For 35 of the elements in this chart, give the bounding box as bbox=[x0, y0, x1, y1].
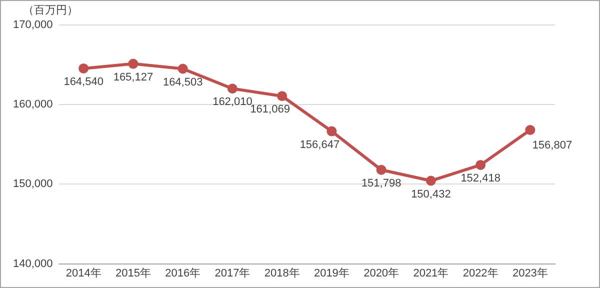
data-label: 165,127 bbox=[113, 71, 154, 84]
data-label: 164,540 bbox=[64, 76, 104, 88]
data-label: 161,069 bbox=[250, 104, 290, 116]
point bbox=[426, 176, 436, 186]
x-tick-label: 2020年 bbox=[364, 267, 400, 280]
x-tick-label: 2015年 bbox=[115, 267, 151, 280]
x-tick-label: 2022年 bbox=[462, 267, 498, 280]
x-tick-label: 2019年 bbox=[314, 267, 350, 280]
data-label: 152,418 bbox=[460, 172, 500, 184]
y-tick-label: 140,000 bbox=[12, 258, 53, 270]
data-label: 151,798 bbox=[361, 177, 402, 190]
x-tick-label: 2018年 bbox=[264, 267, 300, 280]
point bbox=[277, 91, 288, 102]
point bbox=[227, 84, 238, 94]
data-label: 156,647 bbox=[300, 138, 340, 151]
point bbox=[476, 160, 486, 170]
point bbox=[78, 63, 89, 74]
x-tick-label: 2016年 bbox=[165, 267, 201, 280]
data-label: 164,503 bbox=[162, 76, 203, 88]
x-tick-label: 2021年 bbox=[413, 267, 449, 280]
point bbox=[178, 64, 188, 74]
x-tick-label: 2023年 bbox=[512, 267, 548, 280]
y-axis-title: （百万円） bbox=[23, 4, 78, 17]
y-tick-label: 170,000 bbox=[12, 19, 53, 32]
data-label: 162,010 bbox=[212, 96, 252, 108]
y-tick-label: 160,000 bbox=[12, 98, 53, 111]
y-tick-label: 150,000 bbox=[12, 178, 53, 190]
x-tick-label: 2017年 bbox=[214, 267, 250, 280]
data-label: 150,432 bbox=[411, 188, 451, 200]
point bbox=[376, 164, 386, 175]
point bbox=[525, 125, 536, 136]
data-label: 156,807 bbox=[532, 140, 572, 152]
point bbox=[326, 126, 337, 136]
x-tick-label: 2014年 bbox=[66, 267, 102, 280]
point bbox=[128, 58, 138, 69]
